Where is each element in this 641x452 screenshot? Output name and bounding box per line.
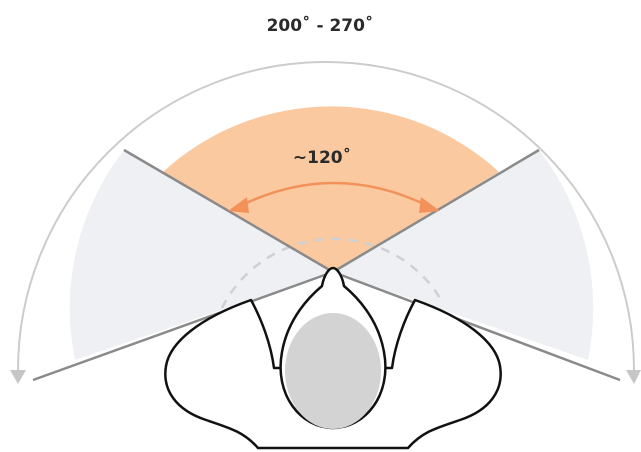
focus-arrowhead-left xyxy=(228,197,249,213)
right-lower-sight-line xyxy=(332,270,621,382)
focus-field-double-arrow xyxy=(239,181,429,208)
total-field-arc xyxy=(17,61,635,371)
total-field-label: 200˚ - 270˚ xyxy=(267,14,374,36)
focus-arrowhead-right xyxy=(419,197,440,213)
focus-field-label: ~120˚ xyxy=(293,146,351,168)
left-lower-sight-line xyxy=(32,270,334,382)
peripheral-field-right xyxy=(333,150,594,360)
right-arc-arrowhead xyxy=(626,370,641,384)
head-top-view-icon xyxy=(279,266,387,430)
focus-field-wedge xyxy=(163,106,499,273)
left-arc-arrowhead xyxy=(10,370,26,384)
peripheral-field-left xyxy=(69,150,333,360)
dashed-inner-arc xyxy=(220,237,442,309)
